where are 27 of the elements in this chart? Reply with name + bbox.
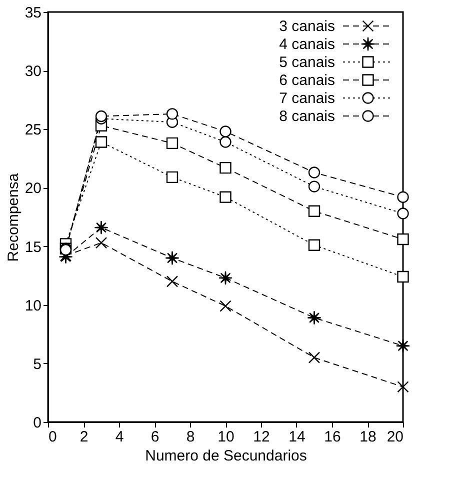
x-tick-label: 18 xyxy=(360,428,376,446)
legend-label: 4 canais xyxy=(279,36,335,53)
y-tick-label: 15 xyxy=(24,238,42,256)
x-tick-label: 12 xyxy=(253,428,270,446)
y-tick-label: 20 xyxy=(24,180,42,198)
x-tick-label: 20 xyxy=(386,428,404,446)
x-tick-label: 0 xyxy=(48,428,57,446)
y-tick-label: 35 xyxy=(24,4,42,22)
legend-label: 8 canais xyxy=(279,108,335,125)
x-tick-label: 6 xyxy=(150,428,160,446)
x-tick-label: 8 xyxy=(186,428,195,446)
legend-label: 7 canais xyxy=(279,90,335,107)
x-tick-label: 4 xyxy=(115,428,124,446)
y-tick-label: 0 xyxy=(33,414,42,432)
legend-label: 5 canais xyxy=(279,54,335,71)
x-tick-label: 16 xyxy=(324,428,341,446)
y-tick-label: 30 xyxy=(24,63,42,80)
legend-label: 6 canais xyxy=(279,72,335,89)
y-axis-title: Recompensa xyxy=(4,172,22,262)
x-tick-label: 2 xyxy=(80,428,88,446)
x-tick-label: 14 xyxy=(288,428,306,446)
y-tick-label: 5 xyxy=(33,356,42,373)
y-tick-label: 10 xyxy=(24,297,42,314)
x-tick-label: 10 xyxy=(218,428,234,446)
y-tick-label: 25 xyxy=(24,122,42,139)
legend-label: 3 canais xyxy=(279,18,335,35)
x-axis-title: Numero de Secundarios xyxy=(145,448,307,464)
